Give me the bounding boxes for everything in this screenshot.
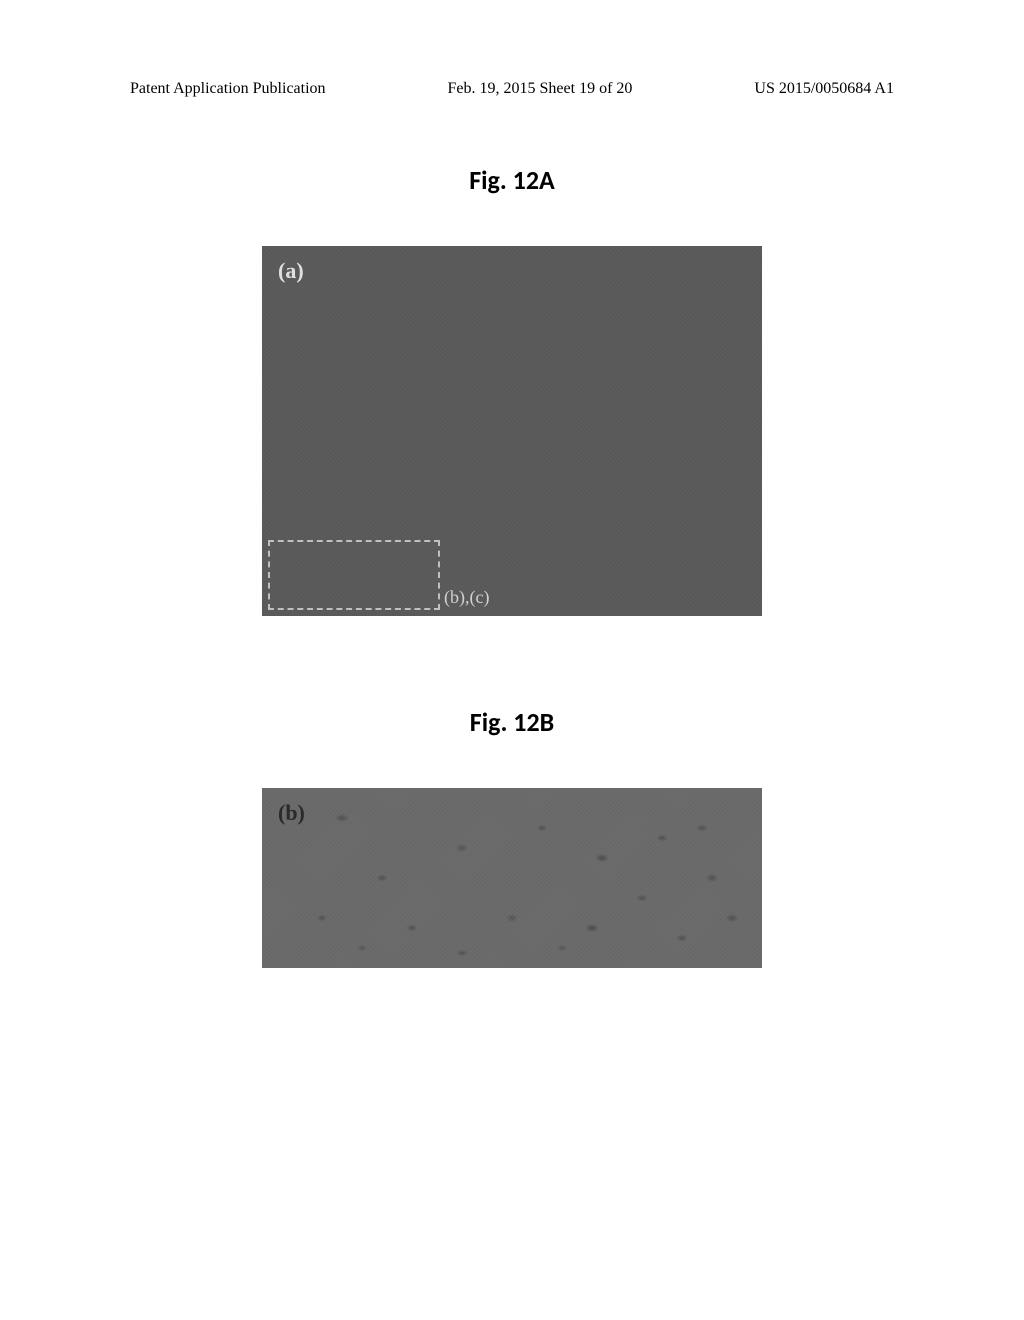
figure-12a-container: Fig. 12A (a) (b),(c) xyxy=(130,164,894,706)
figure-12a-image: (a) (b),(c) xyxy=(262,246,762,616)
figure-12b-image: (b) xyxy=(262,788,762,968)
header-publication-number: US 2015/0050684 A1 xyxy=(754,80,894,98)
panel-label-b: (b) xyxy=(278,800,305,826)
inset-region-box xyxy=(268,540,440,610)
header-sheet-info: Feb. 19, 2015 Sheet 19 of 20 xyxy=(448,80,633,98)
inset-label-bc: (b),(c) xyxy=(444,587,489,608)
page-container: Patent Application Publication Feb. 19, … xyxy=(0,0,1024,1320)
panel-label-a: (a) xyxy=(278,258,304,284)
page-header: Patent Application Publication Feb. 19, … xyxy=(130,80,894,104)
figure-12a-title: Fig. 12A xyxy=(469,164,555,196)
header-publication-type: Patent Application Publication xyxy=(130,80,326,98)
figure-12b-title: Fig. 12B xyxy=(470,706,554,738)
figure-12b-container: Fig. 12B (b) xyxy=(130,706,894,968)
